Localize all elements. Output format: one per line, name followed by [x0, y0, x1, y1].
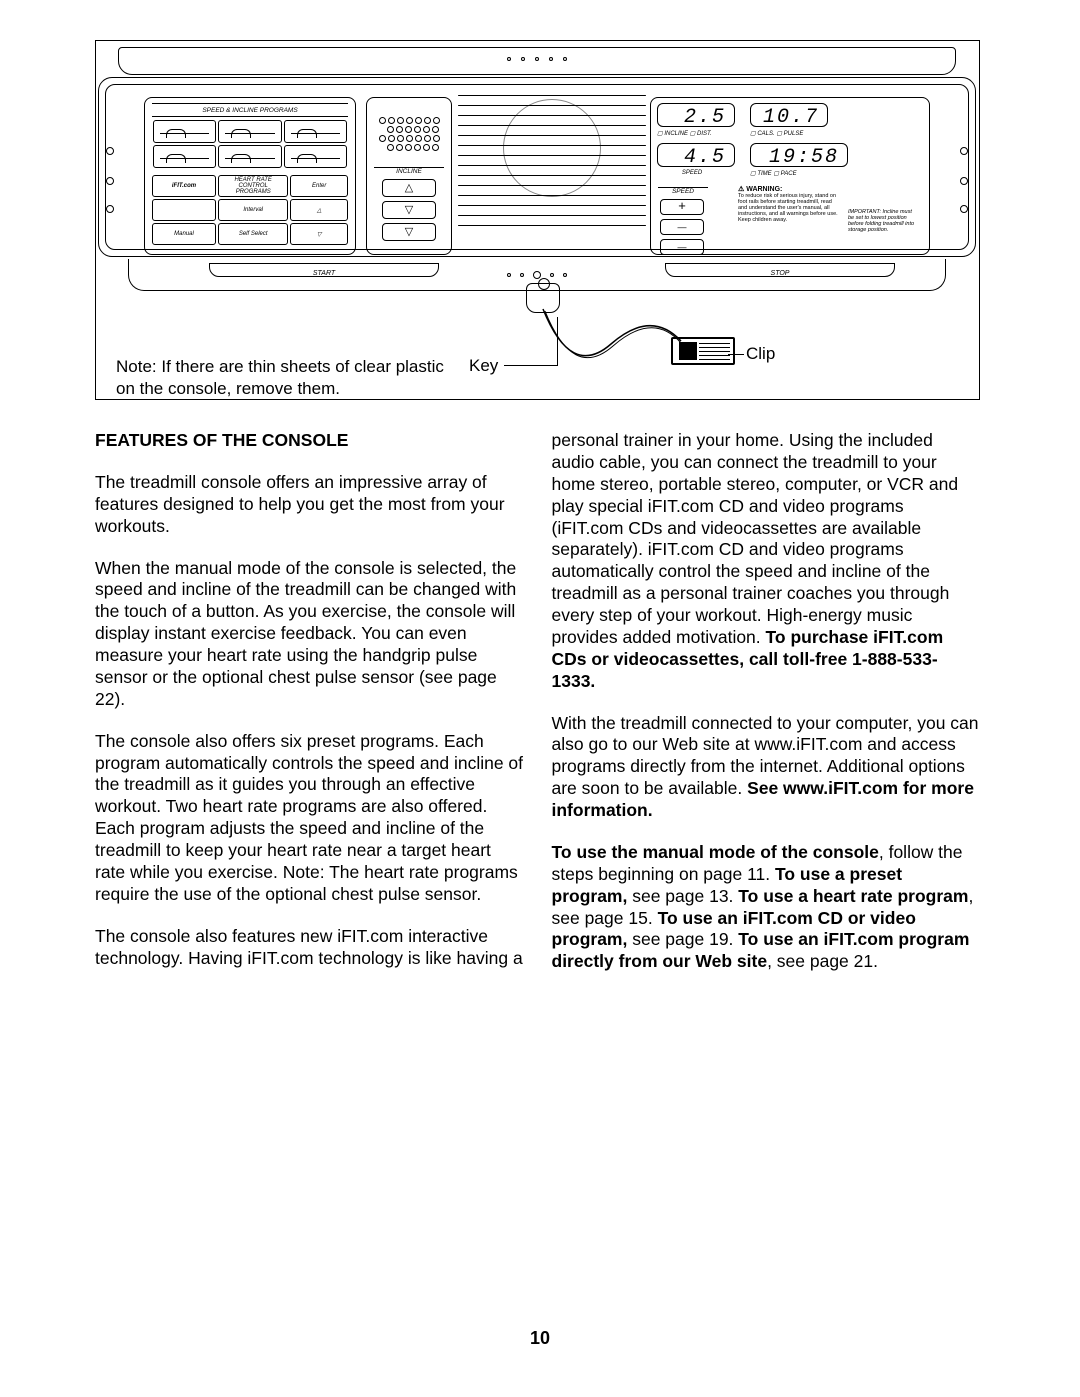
- hr-cell: HEART RATE CONTROL PROGRAMS: [218, 175, 288, 197]
- manual-cell: Manual: [152, 223, 216, 245]
- program-rows: iFIT.com HEART RATE CONTROL PROGRAMS Ent…: [152, 175, 348, 245]
- console-diagram: SPEED & INCLINE PROGRAMS iFIT.com HEART …: [95, 40, 980, 400]
- display-time: 19:58: [750, 143, 848, 167]
- numeric-keypad: [374, 103, 444, 165]
- ifit-cell: iFIT.com: [152, 175, 216, 197]
- important-text: IMPORTANT: Incline must be set to lowest…: [848, 209, 918, 233]
- speed-section-label: SPEED: [658, 187, 708, 195]
- enter-cell: Enter: [290, 175, 348, 197]
- key-label: Key: [469, 356, 498, 376]
- features-heading: FEATURES OF THE CONSOLE: [95, 430, 524, 452]
- display-cals: 10.7: [750, 103, 828, 127]
- incline-extra-icon: [382, 223, 436, 241]
- diagram-note: Note: If there are thin sheets of clear …: [116, 356, 456, 400]
- warning-head: ⚠ WARNING:: [738, 186, 782, 193]
- speed-down-icon: [660, 219, 704, 235]
- incline-down-icon: [382, 201, 436, 219]
- para-1: The treadmill console offers an impressi…: [95, 472, 524, 538]
- clip-label: Clip: [746, 344, 775, 364]
- start-label: START: [209, 263, 439, 277]
- display-speed: 4.5: [657, 143, 735, 167]
- program-buttons-grid: [152, 119, 348, 169]
- speaker-vents: [458, 95, 646, 235]
- para-3: The console also offers six preset progr…: [95, 731, 524, 906]
- selfselect-cell: Self Select: [218, 223, 288, 245]
- label-speed: SPEED: [657, 170, 727, 176]
- interval-cell: Interval: [218, 199, 288, 221]
- speed-extra-icon: [660, 239, 704, 255]
- safety-clip-icon: [671, 337, 735, 365]
- warning-body: To reduce risk of serious injury, stand …: [738, 193, 838, 223]
- incline-up-icon: [382, 179, 436, 197]
- para-2: When the manual mode of the console is s…: [95, 558, 524, 711]
- page-number: 10: [0, 1328, 1080, 1349]
- display-incline: 2.5: [657, 103, 735, 127]
- speed-up-icon: [660, 199, 704, 215]
- console-outline: SPEED & INCLINE PROGRAMS iFIT.com HEART …: [98, 47, 976, 299]
- programs-header: SPEED & INCLINE PROGRAMS: [152, 103, 348, 117]
- label-cals-pulse: ▢ CALS. ▢ PULSE: [750, 130, 803, 137]
- console-top-bar: [118, 47, 956, 75]
- incline-label: INCLINE: [374, 167, 444, 175]
- stop-label: STOP: [665, 263, 895, 277]
- warning-text: ⚠ WARNING: To reduce risk of serious inj…: [738, 187, 838, 223]
- label-time-pace: ▢ TIME ▢ PACE: [750, 170, 797, 177]
- para-5: With the treadmill connected to your com…: [552, 713, 981, 822]
- para-6: To use the manual mode of the console, f…: [552, 842, 981, 973]
- body-text: FEATURES OF THE CONSOLE The treadmill co…: [95, 430, 980, 981]
- label-incline-dist: ▢ INCLINE ▢ DIST.: [657, 130, 712, 137]
